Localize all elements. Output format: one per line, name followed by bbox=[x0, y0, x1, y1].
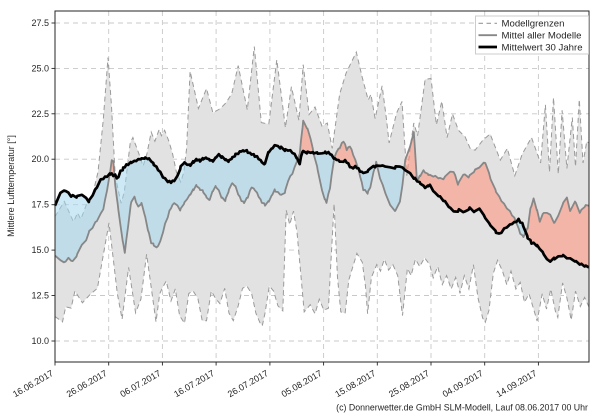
svg-text:15.0: 15.0 bbox=[31, 245, 49, 255]
svg-text:Mittelwert 30 Jahre: Mittelwert 30 Jahre bbox=[502, 42, 583, 53]
svg-text:22.5: 22.5 bbox=[31, 109, 49, 119]
svg-text:12.5: 12.5 bbox=[31, 291, 49, 301]
svg-text:Modellgrenzen: Modellgrenzen bbox=[502, 19, 565, 30]
svg-text:27.5: 27.5 bbox=[31, 18, 49, 28]
svg-text:Mittlere Lufttemperatur [°]: Mittlere Lufttemperatur [°] bbox=[6, 135, 16, 237]
svg-text:(c) Donnerwetter.de GmbH SLM-M: (c) Donnerwetter.de GmbH SLM-Modell, Lau… bbox=[336, 403, 588, 413]
svg-text:Mittel aller Modelle: Mittel aller Modelle bbox=[502, 31, 582, 42]
svg-text:25.0: 25.0 bbox=[31, 63, 49, 73]
svg-text:20.0: 20.0 bbox=[31, 154, 49, 164]
svg-text:17.5: 17.5 bbox=[31, 200, 49, 210]
svg-text:10.0: 10.0 bbox=[31, 336, 49, 346]
